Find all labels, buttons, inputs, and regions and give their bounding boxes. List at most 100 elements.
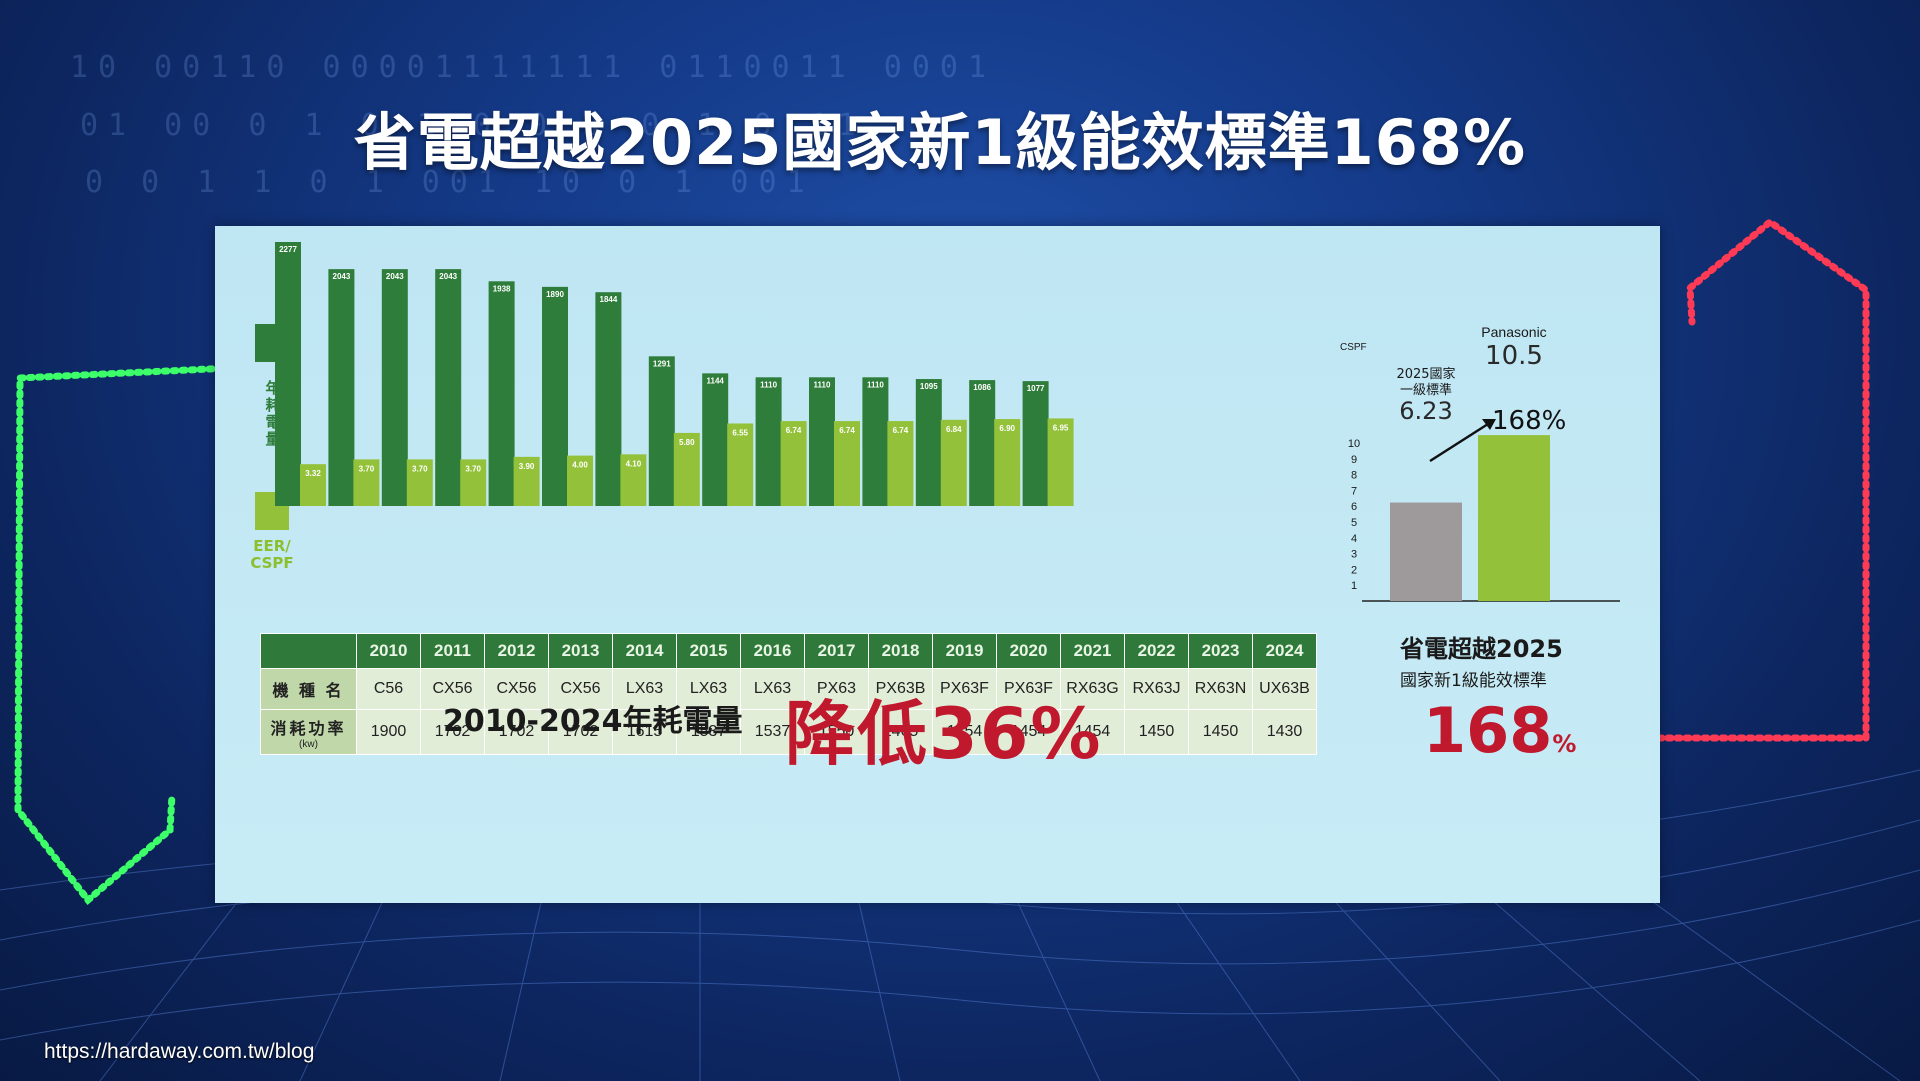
- bar-label-annual-2024: 1077: [1027, 384, 1045, 393]
- table-power-2018: 1465: [868, 709, 933, 755]
- bar-label-eer-2014: 3.90: [519, 462, 535, 471]
- inset-brand-label: Panasonic: [1481, 326, 1546, 340]
- table-power-2016: 1537: [740, 709, 805, 755]
- bar-annual-2014: [488, 281, 515, 506]
- bar-label-eer-2018: 6.55: [732, 428, 748, 437]
- inset-y-tick-10: 10: [1348, 438, 1360, 450]
- bar-label-annual-2014: 1938: [493, 284, 511, 293]
- background-digits: 0 0 1 1 0 1 001 10 0 1 001: [85, 165, 815, 200]
- inset-y-tick-7: 7: [1351, 485, 1357, 497]
- table-power-2019: 1454: [932, 709, 997, 755]
- reduction-label: 2010-2024年耗電量: [443, 704, 743, 739]
- bar-eer-2012: [406, 459, 433, 506]
- table-row-years: 2010 2011 2012 2013 2014 2015 2016 2017 2018 2019…: [260, 633, 1317, 669]
- bar-label-eer-2022: 6.84: [946, 425, 962, 434]
- power-header-text: 消耗功率: [270, 720, 347, 738]
- inset-y-tick-9: 9: [1351, 454, 1357, 466]
- table-year-2011: 2011: [420, 633, 485, 669]
- bar-label-eer-2024: 6.95: [1053, 423, 1069, 432]
- table-year-2015: 2015: [676, 633, 741, 669]
- inset-big-percent-sign: %: [1552, 730, 1577, 758]
- table-year-2021: 2021: [1060, 633, 1125, 669]
- bar-eer-2018: [727, 423, 754, 506]
- table-power-2024: 1430: [1252, 709, 1317, 755]
- table-power-2010: 1900: [356, 709, 421, 755]
- bar-eer-2011: [353, 459, 380, 506]
- bar-eer-2010: [300, 464, 326, 506]
- table-year-2013: 2013: [548, 633, 613, 669]
- table-model-2023: RX63N: [1188, 668, 1253, 710]
- table-year-2014: 2014: [612, 633, 677, 669]
- bar-annual-2011: [328, 269, 355, 506]
- inset-big-percent: 168%: [1423, 694, 1576, 767]
- table-year-2024: 2024: [1252, 633, 1317, 669]
- bar-eer-2023: [994, 419, 1021, 506]
- bar-label-eer-2021: 6.74: [893, 426, 909, 435]
- table-model-2013: CX56: [548, 668, 613, 710]
- bar-label-annual-2016: 1844: [600, 295, 618, 304]
- bar-eer-2021: [887, 421, 914, 506]
- table-row-power: 消耗功率 (kw) 1900 1702 1702 1702 1615 1537 1537 15…: [260, 709, 1317, 755]
- bar-annual-2020: [809, 377, 835, 506]
- bar-label-annual-2012: 2043: [386, 272, 404, 281]
- bar-label-eer-2020: 6.74: [839, 426, 855, 435]
- inset-bar-standard: [1390, 502, 1462, 601]
- table-year-2022: 2022: [1124, 633, 1189, 669]
- chart-panel: 年耗電量 EER/CSPF 2277 3.32 2043 3.70 2043 3.70 20…: [215, 226, 1660, 903]
- power-row-header: 消耗功率 (kw): [260, 709, 357, 755]
- table-row-models: 機 種 名 C56 CX56 CX56 CX56 LX63 LX63 LX63 PX63 PX6…: [260, 668, 1317, 710]
- bar-annual-2010: [275, 242, 301, 506]
- table-power-2011: 1702: [420, 709, 485, 755]
- bar-annual-2022: [915, 379, 942, 506]
- bar-label-eer-2015: 4.00: [572, 461, 588, 470]
- bar-label-annual-2023: 1086: [973, 383, 991, 392]
- bar-eer-2016: [620, 454, 647, 506]
- bar-label-annual-2013: 2043: [439, 272, 457, 281]
- table-year-2020: 2020: [996, 633, 1061, 669]
- table-model-2024: UX63B: [1252, 668, 1317, 710]
- table-power-2020: 1454: [996, 709, 1061, 755]
- inset-bar-panasonic: [1478, 435, 1550, 601]
- bar-label-annual-2019: 1110: [760, 380, 777, 389]
- bar-eer-2017: [673, 432, 700, 506]
- bar-annual-2021: [862, 377, 889, 506]
- red-led-arrow: [1556, 217, 1870, 742]
- inset-standard-label-line2: 一級標準: [1400, 382, 1452, 398]
- bar-label-annual-2011: 2043: [333, 272, 351, 281]
- bar-eer-2019: [780, 421, 807, 506]
- inset-arrow-head: [1482, 419, 1496, 430]
- blog-url-watermark: https://hardaway.com.tw/blog: [44, 1040, 315, 1063]
- table-model-2017: PX63: [804, 668, 869, 710]
- bar-label-annual-2010: 2277: [279, 245, 297, 254]
- bar-annual-2018: [702, 373, 729, 506]
- bar-annual-2023: [969, 380, 996, 506]
- page-title: 省電超越2025國家新1級能效標準168%: [353, 106, 1527, 179]
- bar-label-annual-2017: 1291: [653, 359, 671, 368]
- table-power-2021: 1454: [1060, 709, 1125, 755]
- inset-y-tick-3: 3: [1351, 549, 1357, 561]
- table-power-2014: 1615: [612, 709, 677, 755]
- table-model-2019: PX63F: [932, 668, 997, 710]
- table-power-2012: 1702: [484, 709, 549, 755]
- inset-caption-line1: 省電超越2025: [1400, 635, 1563, 663]
- inset-y-tick-8: 8: [1351, 470, 1357, 482]
- main-bar-chart: 2277 3.32 2043 3.70 2043 3.70 2043 3.70 1938 3.90…: [275, 242, 1074, 506]
- table-power-2015: 1537: [676, 709, 741, 755]
- inset-panasonic-value: 10.5: [1485, 341, 1543, 371]
- bar-label-eer-2011: 3.70: [359, 464, 375, 473]
- table-model-2014: LX63: [612, 668, 677, 710]
- inset-standard-label-line1: 2025國家: [1396, 366, 1455, 382]
- table-year-2016: 2016: [740, 633, 805, 669]
- inset-y-axis-label: CSPF: [1340, 342, 1367, 353]
- bar-label-annual-2021: 1110: [867, 380, 884, 389]
- bar-eer-2014: [513, 456, 540, 506]
- green-led-arrow: [14, 364, 234, 906]
- table-power-2013: 1702: [548, 709, 613, 755]
- bar-annual-2016: [595, 292, 622, 506]
- model-spec-table: 2010 2011 2012 2013 2014 2015 2016 2017 2018 2019…: [260, 633, 1317, 755]
- reduction-value: 降低36%: [785, 693, 1103, 775]
- bar-annual-2017: [648, 356, 675, 506]
- bar-label-eer-2012: 3.70: [412, 464, 428, 473]
